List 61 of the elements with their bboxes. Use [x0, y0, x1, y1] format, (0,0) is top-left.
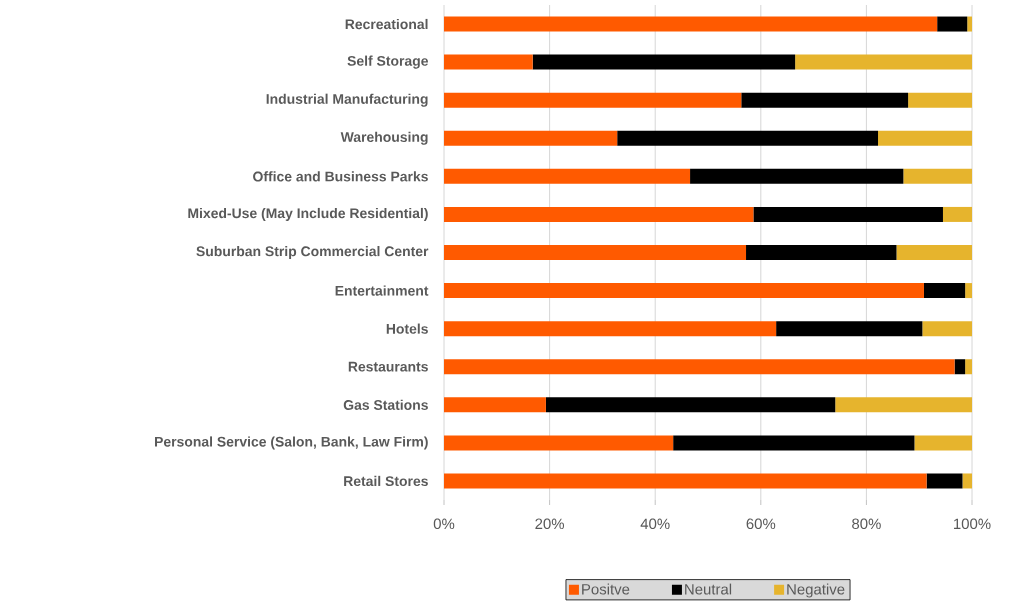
bar [923, 283, 966, 299]
y-tick-label: Hotels [386, 323, 428, 334]
legend-label: Positve [582, 583, 630, 595]
y-tick-label: Entertainment [335, 285, 429, 296]
bar [690, 168, 904, 184]
bar [444, 359, 955, 375]
bar [746, 245, 897, 260]
y-tick-label: Suburban Strip Commercial Center [196, 246, 429, 259]
x-tick-label: 20% [535, 518, 565, 530]
x-tick-label: 60% [746, 518, 776, 530]
y-tick-label: Warehousing [340, 131, 428, 145]
bar [444, 321, 777, 337]
bar [795, 54, 973, 70]
y-tick-label: Gas Stations [343, 399, 428, 410]
bar [954, 359, 966, 375]
bar [896, 245, 973, 260]
bar [532, 54, 796, 70]
bar [922, 321, 973, 337]
bar [444, 435, 674, 451]
bar [965, 359, 973, 375]
bar [903, 168, 973, 184]
bar [878, 130, 973, 146]
bar [444, 130, 618, 146]
bar [908, 92, 973, 108]
bar [835, 397, 973, 413]
bar [444, 168, 691, 184]
bar [617, 130, 879, 146]
bar [444, 245, 747, 260]
bar [942, 206, 973, 222]
y-tick-label: Self Storage [347, 55, 428, 69]
bar [926, 473, 963, 489]
bar [545, 397, 836, 413]
legend-label: Neutral [685, 583, 732, 595]
y-tick-label: Office and Business Parks [253, 171, 428, 182]
bar [444, 283, 924, 299]
bar [965, 283, 973, 299]
bar [937, 16, 968, 32]
bar [444, 92, 742, 108]
y-tick-label: Mixed-Use (May Include Residential) [188, 207, 428, 221]
x-tick-label: 100% [954, 518, 991, 530]
y-tick-label: Industrial Manufacturing [266, 93, 428, 107]
bar [444, 397, 546, 413]
bar [444, 473, 927, 489]
bar [444, 206, 754, 222]
legend-label: Negative [787, 583, 845, 598]
x-tick-label: 40% [640, 518, 670, 530]
bar [914, 435, 973, 451]
y-tick-label: Personal Service (Salon, Bank, Law Firm) [155, 436, 428, 450]
bar [673, 435, 915, 451]
y-tick-label: Retail Stores [344, 475, 428, 487]
bar [753, 206, 943, 222]
x-tick-label: 0% [433, 518, 455, 530]
bar [444, 54, 533, 70]
bar [741, 92, 909, 108]
y-tick-label: Recreational [345, 18, 428, 30]
bar [776, 321, 923, 337]
x-tick-label: 80% [852, 518, 881, 530]
bar [444, 16, 938, 32]
bar [967, 16, 973, 32]
bar [962, 473, 973, 489]
y-tick-label: Restaurants [348, 361, 428, 372]
